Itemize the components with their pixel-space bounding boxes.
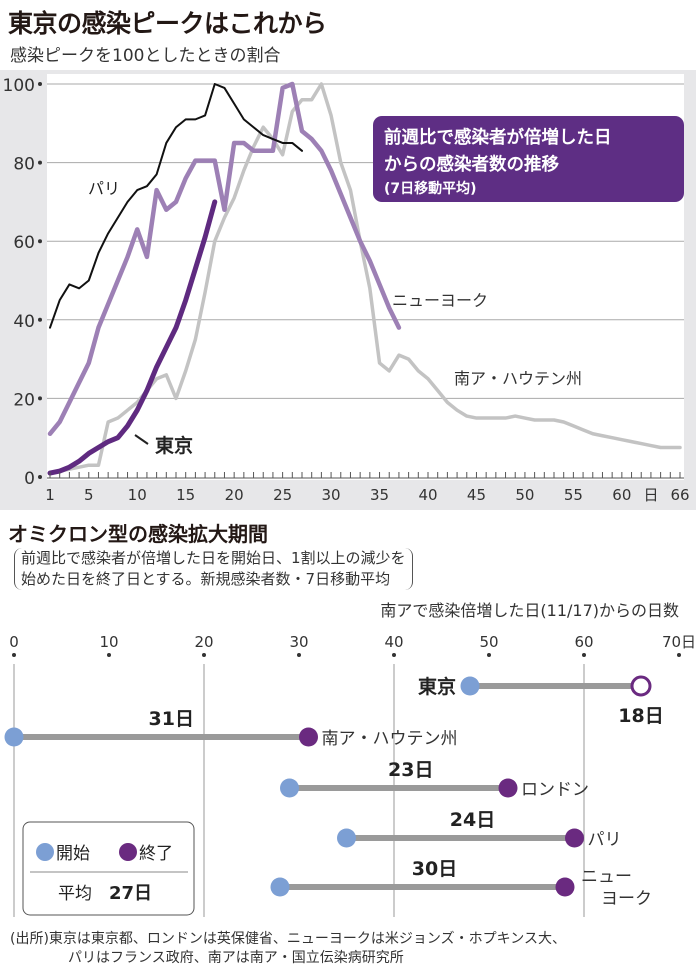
legend-end-marker [119,843,137,861]
range-tick-dot [12,653,16,657]
x-tick-label: 66 [670,486,689,504]
range-tick-label: 10 [99,633,118,651]
row-label: パリ [588,830,622,850]
x-tick-label: 20 [225,486,244,504]
page-subtitle: 感染ピークを100としたときの割合 [10,46,281,66]
x-tick-label: 30 [322,486,341,504]
series-line-3 [47,199,218,476]
series-label-tokyo: 東京 [155,434,193,457]
range-tick-label: 60 [574,633,593,651]
y-tick-dot [38,82,42,86]
start-marker [4,727,24,747]
annotation-line2: からの感染者数の推移 [384,154,559,175]
range-tick-label: 20 [194,633,213,651]
x-tick-label: 5 [84,486,94,504]
annotation-box [373,116,684,202]
legend-box [22,821,195,916]
row-label: ニュー [581,867,632,887]
start-marker [337,828,356,848]
duration-label: 24日 [450,809,495,831]
end-marker [565,828,584,848]
legend-average-value: 27日 [109,883,152,904]
y-tick-label: 20 [13,390,35,410]
row-label: 東京 [418,675,456,698]
start-marker [280,778,299,798]
series-line-0 [48,82,682,475]
range-tick-dot [107,653,111,657]
end-marker-open [630,675,652,697]
series-line-1 [47,81,402,437]
x-tick-label: 60 [612,486,631,504]
y-tick-dot [38,396,42,401]
series-label-gauteng: 南ア・ハウテン州 [454,369,582,388]
legend-start-label: 開始 [56,844,90,864]
tokyo-leader-line [134,434,149,445]
series-label-newyork: ニューヨーク [392,291,488,310]
range-tick-label: 50 [479,633,498,651]
legend-start-marker [36,843,54,861]
y-tick-label: 60 [13,233,35,253]
row-label: 南ア・ハウテン州 [322,729,458,749]
y-tick-dot [38,239,42,244]
end-marker [555,877,575,897]
start-marker [460,676,480,696]
row-label-line2: ヨーク [601,889,652,909]
source-note: (出所)東京は東京都、ロンドンは英保健省、ニューヨークは米ジョンズ・ホプキンス大… [10,930,566,968]
series-label-paris: パリ [88,179,120,198]
x-axis-unit: 日 [643,486,658,504]
range-tick-dot [202,653,206,657]
x-tick-label: 10 [128,486,147,504]
duration-label: 30日 [412,858,457,880]
range-tick-dot [392,653,396,657]
end-marker [498,778,518,798]
annotation-line3: (7日移動平均) [384,180,477,197]
start-marker [270,877,290,897]
x-tick-label: 55 [564,486,583,504]
x-tick-label: 45 [467,486,486,504]
row-label: ロンドン [521,780,589,800]
y-tick-label: 40 [13,312,35,332]
y-tick-dot [38,160,42,165]
range-tick-dot [677,653,681,657]
source-line1: (出所)東京は東京都、ロンドンは英保健省、ニューヨークは米ジョンズ・ホプキンス大… [10,931,566,947]
x-tick-label: 1 [45,486,55,504]
range-tick-label: 40 [384,633,403,651]
annotation-line1: 前週比で感染者が倍増した日 [384,127,612,148]
page-title: 東京の感染ピークはこれから [8,9,327,38]
range-tick-dot [487,653,491,657]
duration-label: 31日 [149,708,194,730]
x-tick-label: 25 [273,486,292,504]
note-line1: 前週比で感染者が倍増した日を開始日、1割以上の減少を [21,549,406,567]
y-tick-label: 80 [13,155,35,175]
range-axis-title: 南アで感染倍増した日(11/17)からの日数 [380,601,679,620]
legend-average-label: 平均 [58,884,92,904]
y-tick-label: 0 [24,469,35,489]
duration-label: 23日 [388,759,433,781]
note-line2: 始めた日を終了日とする。新規感染者数・7日移動平均 [21,570,391,588]
x-tick-label: 35 [370,486,389,504]
x-tick-label: 50 [515,486,534,504]
legend-end-label: 終了 [139,844,173,864]
range-tick-label: 30 [289,633,308,651]
y-tick-label: 100 [3,76,35,96]
section-title: オミクロン型の感染拡大期間 [8,522,268,546]
x-tick-label: 40 [418,486,437,504]
x-tick-label: 15 [176,486,195,504]
range-tick-dot [582,653,586,657]
range-tick-dot [297,653,301,657]
range-tick-label: 0 [9,633,19,651]
duration-label: 18日 [618,705,663,727]
range-tick-label: 70日 [662,633,696,651]
y-tick-dot [38,475,42,479]
source-line2: パリはフランス政府、南アは南ア・国立伝染病研究所 [68,950,404,966]
end-marker [299,727,318,747]
section-note: 前週比で感染者が倍増した日を開始日、1割以上の減少を 始めた日を終了日とする。新… [14,548,413,590]
y-tick-dot [38,317,42,322]
series-line-2 [49,83,303,329]
